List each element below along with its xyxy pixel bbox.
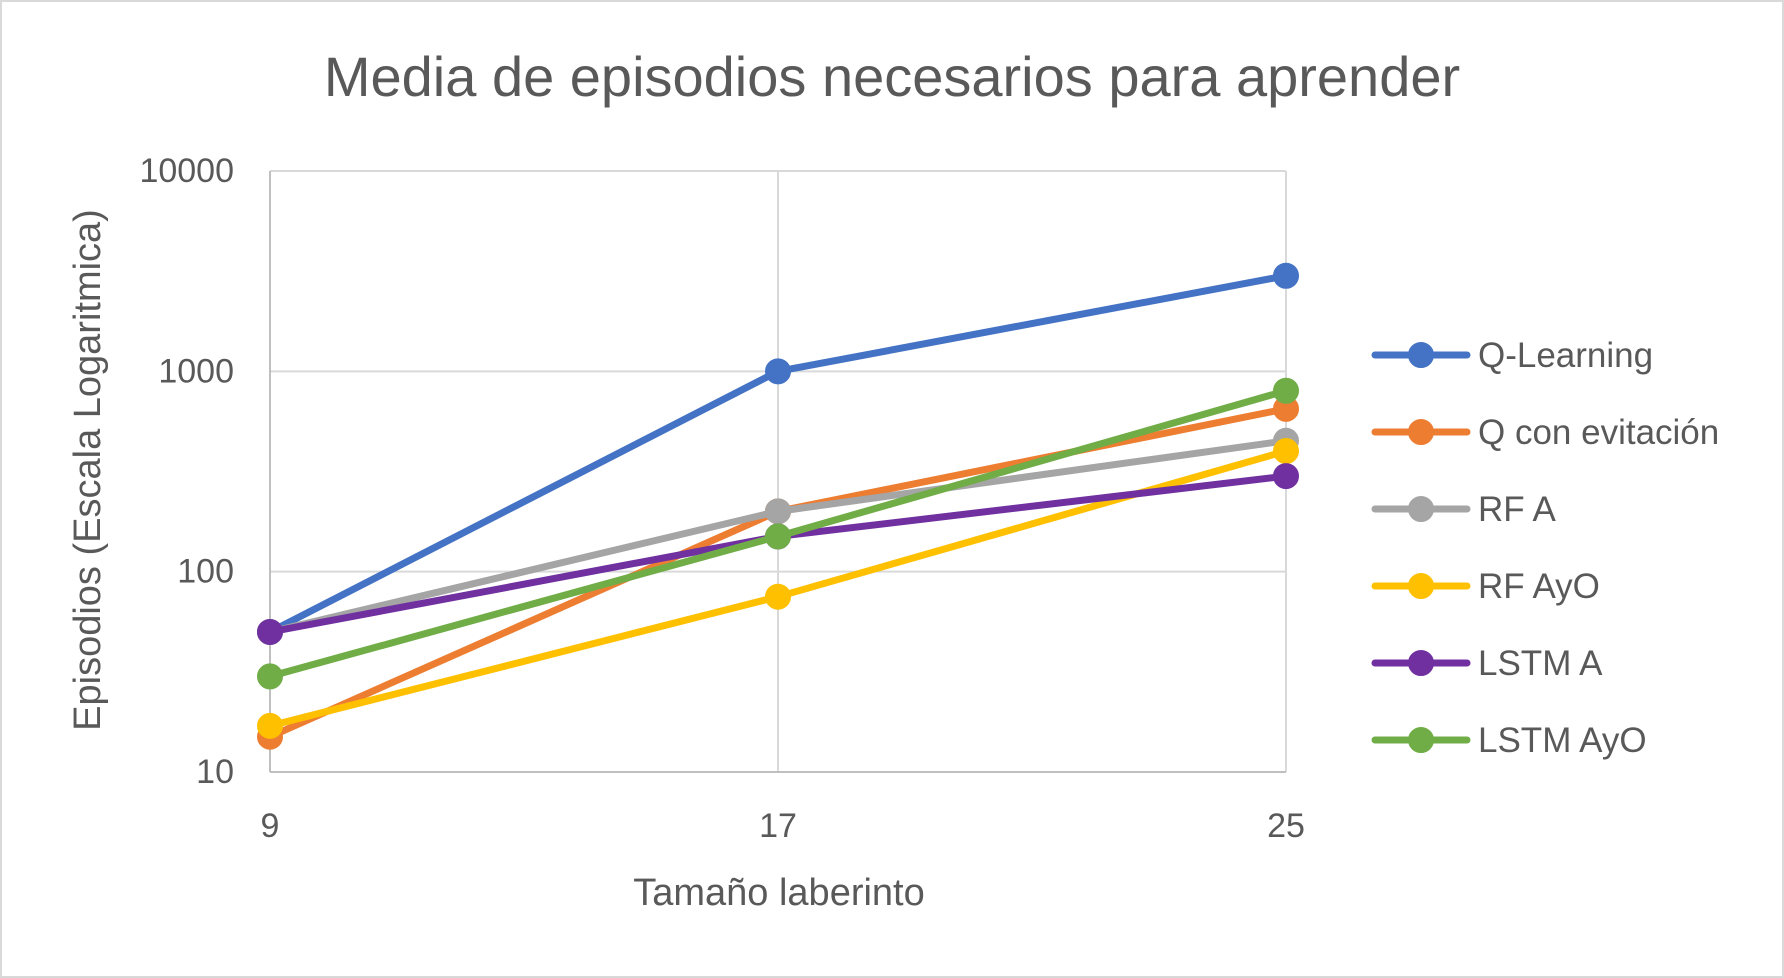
legend-label-4: RF AyO <box>1478 567 1600 606</box>
legend-marker-1 <box>1408 342 1434 368</box>
legend-label-1: Q-Learning <box>1478 336 1653 375</box>
y-tick-label: 10 <box>196 753 234 791</box>
legend: Q-Learning Q con evitación RF A RF AyO LSTM … <box>1371 336 1719 760</box>
data-point-5 <box>1273 463 1299 490</box>
data-point-5 <box>257 618 283 645</box>
legend-marker-2 <box>1408 419 1434 445</box>
data-point-1 <box>765 358 791 385</box>
data-point-6 <box>1273 377 1299 404</box>
gridlines <box>269 170 1287 773</box>
legend-marker-3 <box>1408 496 1434 522</box>
legend-label-6: LSTM AyO <box>1478 721 1647 760</box>
data-point-4 <box>1273 438 1299 465</box>
tick-labels: 10 100 1000 10000 9 17 25 <box>139 152 1304 845</box>
data-point-6 <box>765 523 791 550</box>
data-point-3 <box>765 498 791 525</box>
chart-title: Media de episodios necesarios para apren… <box>324 45 1460 108</box>
data-point-1 <box>1273 262 1299 289</box>
y-tick-label: 10000 <box>139 152 234 190</box>
legend-label-3: RF A <box>1478 490 1556 529</box>
x-tick-label: 9 <box>261 807 280 845</box>
x-axis-title: Tamaño laberinto <box>633 872 925 914</box>
y-axis-title: Episodios (Escala Logaritmica) <box>67 209 109 731</box>
series-lines <box>257 262 1299 750</box>
legend-label-2: Q con evitación <box>1478 413 1719 452</box>
y-tick-label: 1000 <box>158 352 234 390</box>
data-point-6 <box>257 663 283 690</box>
legend-marker-6 <box>1408 727 1434 753</box>
data-point-4 <box>765 583 791 610</box>
x-tick-label: 25 <box>1267 807 1305 845</box>
legend-marker-4 <box>1408 573 1434 599</box>
data-point-4 <box>257 712 283 739</box>
legend-label-5: LSTM A <box>1478 644 1603 683</box>
x-tick-label: 17 <box>759 807 797 845</box>
y-tick-label: 100 <box>177 553 234 591</box>
legend-marker-5 <box>1408 650 1434 676</box>
